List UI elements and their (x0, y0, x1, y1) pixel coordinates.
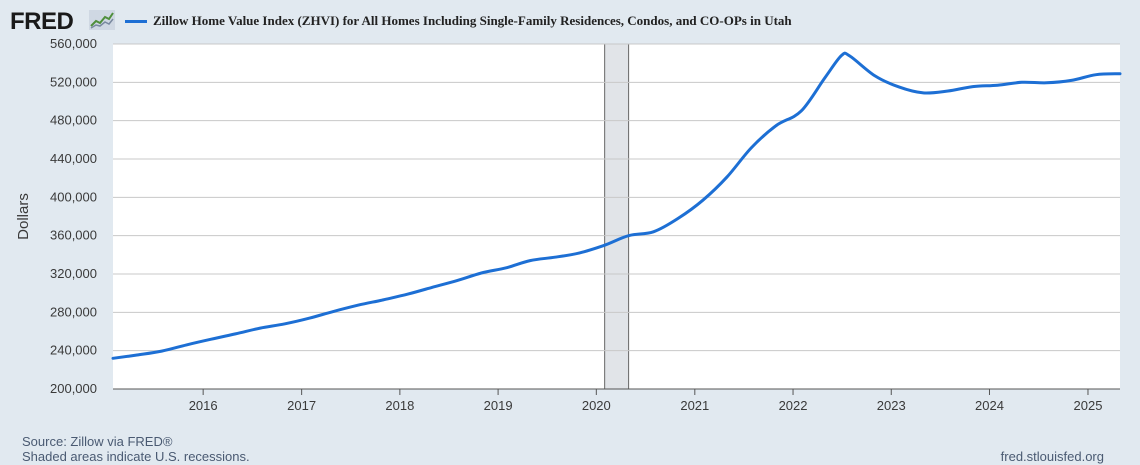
series-point[interactable] (946, 89, 950, 93)
series-point[interactable] (1094, 73, 1098, 76)
y-tick-label: 440,000 (50, 151, 97, 166)
series-point[interactable] (553, 256, 557, 259)
footer-notes: Source: Zillow via FRED® Shaded areas in… (22, 434, 250, 464)
series-point[interactable] (160, 349, 163, 353)
y-axis-label: Dollars (15, 193, 32, 240)
series-point[interactable] (848, 54, 852, 58)
source-note: Source: Zillow via FRED® (22, 434, 173, 449)
series-point[interactable] (381, 298, 385, 302)
series-point[interactable] (528, 259, 532, 262)
x-tick-label: 2022 (779, 398, 808, 413)
x-tick-label: 2018 (385, 398, 414, 413)
series-point[interactable] (406, 292, 410, 296)
series-point[interactable] (840, 54, 843, 57)
series-point[interactable] (627, 234, 630, 237)
x-tick-label: 2020 (582, 398, 611, 413)
series-point[interactable] (676, 217, 680, 220)
fred-chart-icon (89, 10, 115, 30)
series-point[interactable] (1020, 81, 1023, 84)
fred-logo[interactable]: FRED (10, 8, 74, 35)
x-tick-label: 2019 (484, 398, 513, 413)
series-point[interactable] (259, 326, 262, 330)
series-point[interactable] (603, 244, 606, 247)
series-point[interactable] (135, 353, 139, 357)
y-tick-label: 400,000 (50, 189, 97, 204)
series-point[interactable] (234, 332, 237, 336)
legend-label[interactable]: Zillow Home Value Index (ZHVI) for All H… (153, 13, 792, 28)
y-tick-label: 280,000 (50, 304, 97, 319)
legend-swatch (125, 19, 147, 23)
series-point[interactable] (504, 266, 508, 269)
fred-url[interactable]: fred.stlouisfed.org (1000, 449, 1104, 464)
legend[interactable]: Zillow Home Value Index (ZHVI) for All H… (125, 13, 792, 29)
series-point[interactable] (480, 271, 483, 275)
y-tick-label: 520,000 (50, 74, 97, 89)
series-point[interactable] (652, 230, 655, 234)
series-point[interactable] (873, 74, 876, 77)
x-tick-label: 2025 (1074, 398, 1103, 413)
y-tick-label: 560,000 (50, 36, 97, 51)
x-tick-label: 2016 (189, 398, 218, 413)
recession-note: Shaded areas indicate U.S. recessions. (22, 449, 250, 464)
y-tick-label: 360,000 (50, 228, 97, 243)
series-point[interactable] (578, 251, 581, 255)
series-point[interactable] (332, 310, 335, 313)
series-point[interactable] (971, 85, 974, 88)
series-point[interactable] (430, 286, 434, 289)
y-tick-label: 480,000 (50, 113, 97, 128)
series-point[interactable] (701, 199, 705, 202)
x-tick-label: 2024 (975, 398, 1004, 413)
series-point[interactable] (922, 91, 925, 95)
series-point[interactable] (111, 357, 115, 360)
series-point[interactable] (898, 85, 901, 89)
recession-shading (604, 43, 630, 390)
series-point[interactable] (185, 343, 188, 347)
y-tick-label: 320,000 (50, 266, 97, 281)
series-point[interactable] (823, 76, 827, 79)
series-point[interactable] (210, 337, 213, 341)
series-point[interactable] (455, 279, 458, 282)
series-point[interactable] (357, 303, 360, 307)
y-tick-label: 200,000 (50, 381, 97, 396)
x-tick-label: 2023 (877, 398, 906, 413)
series-point[interactable] (996, 84, 999, 87)
series-point[interactable] (725, 176, 729, 179)
chart-header: FRED Zillow Home Value Index (ZHVI) for … (0, 0, 1140, 44)
series-point[interactable] (1118, 72, 1122, 75)
series-point[interactable] (775, 124, 778, 127)
x-tick-label: 2021 (680, 398, 709, 413)
series-point[interactable] (750, 146, 753, 149)
series-point[interactable] (308, 316, 311, 320)
series-point[interactable] (283, 322, 287, 326)
series-point[interactable] (1045, 81, 1048, 85)
series-point[interactable] (1070, 79, 1073, 82)
series-point[interactable] (799, 109, 803, 113)
x-tick-label: 2017 (287, 398, 316, 413)
y-tick-label: 240,000 (50, 343, 97, 358)
